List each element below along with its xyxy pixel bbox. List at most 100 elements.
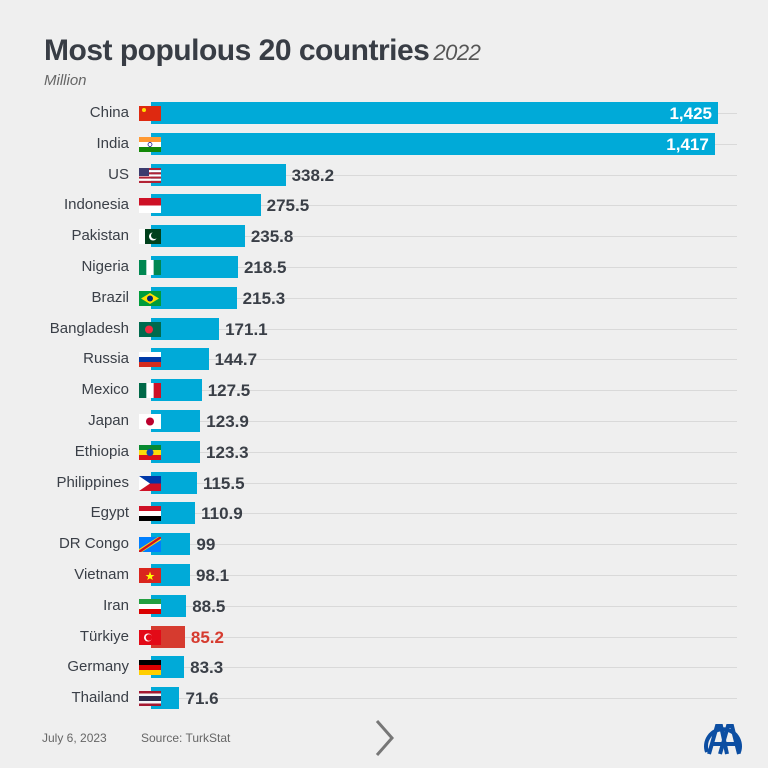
bar-india xyxy=(151,132,715,155)
value-label: 88.5 xyxy=(192,596,226,616)
category-label: Mexico xyxy=(81,381,129,399)
category-label: Türkiye xyxy=(79,627,129,645)
value-label: 98.1 xyxy=(196,566,230,585)
flag-philippines-icon xyxy=(139,475,161,491)
category-label: US xyxy=(108,165,129,183)
category-label: Nigeria xyxy=(81,258,129,275)
gridline xyxy=(151,698,737,700)
flag-egypt-icon xyxy=(139,506,161,522)
value-label: 1,425 xyxy=(669,104,712,123)
flag-dr-congo-icon xyxy=(139,537,161,553)
category-label: Bangladesh xyxy=(49,319,129,337)
gridline xyxy=(151,205,737,207)
category-label: Brazil xyxy=(91,288,129,306)
value-label: 1,417 xyxy=(666,134,709,154)
flag-iran-icon xyxy=(139,598,161,614)
gridline xyxy=(151,605,737,607)
flag-mexico-icon xyxy=(139,383,162,399)
gridline xyxy=(151,390,737,392)
value-label: 123.9 xyxy=(206,412,249,431)
title-year: 2022 xyxy=(433,40,481,65)
bar-bangladesh xyxy=(151,317,220,340)
category-label: China xyxy=(89,104,129,121)
value-label: 171.1 xyxy=(225,319,268,339)
category-label: Pakistan xyxy=(71,227,129,245)
bar-nigeria xyxy=(151,256,238,278)
category-label: India xyxy=(96,134,129,152)
bar-russia xyxy=(151,348,209,371)
category-label: Iran xyxy=(103,596,129,614)
category-label: DR Congo xyxy=(58,535,129,553)
flag-us-icon xyxy=(139,167,161,183)
flag-thailand-icon xyxy=(139,691,161,707)
bar-brazil xyxy=(151,286,237,309)
value-label: 110.9 xyxy=(201,504,243,524)
value-label: 338.2 xyxy=(291,165,335,185)
flag-bangladesh-icon xyxy=(139,321,161,337)
next-arrow-button[interactable] xyxy=(372,718,396,763)
chart-title: Most populous 20 countries 2022 xyxy=(44,34,481,68)
gridline xyxy=(151,451,737,453)
flag-vietnam-icon xyxy=(139,568,161,583)
bar-ethiopia xyxy=(151,440,201,463)
category-label: Thailand xyxy=(71,689,129,707)
value-label: 99 xyxy=(196,535,216,555)
flag-russia-icon xyxy=(139,352,161,368)
flag-t-rkiye-icon xyxy=(139,629,161,645)
category-label: Ethiopia xyxy=(74,442,129,460)
bar-pakistan xyxy=(151,225,245,248)
gridline xyxy=(151,328,737,330)
value-label: 144.7 xyxy=(214,350,258,370)
gridline xyxy=(151,297,737,299)
gridline xyxy=(151,174,737,176)
gridline xyxy=(151,636,737,638)
title-text: Most populous 20 countries xyxy=(44,34,430,67)
gridline xyxy=(151,421,737,422)
value-label: 127.5 xyxy=(207,381,251,401)
bar-japan xyxy=(151,410,201,432)
value-label: 235.8 xyxy=(250,227,294,247)
value-label: 85.2 xyxy=(190,627,224,647)
gridline xyxy=(151,575,737,576)
aa-logo xyxy=(703,714,743,761)
gridline xyxy=(151,544,737,546)
flag-indonesia-icon xyxy=(139,198,161,214)
chevron-right-icon xyxy=(375,720,395,756)
flag-brazil-icon xyxy=(139,290,161,306)
flag-china-icon xyxy=(139,106,161,121)
bar-philippines xyxy=(151,471,197,494)
value-label: 71.6 xyxy=(185,689,219,709)
category-label: Japan xyxy=(88,412,129,429)
category-label: Vietnam xyxy=(74,566,129,583)
gridline xyxy=(151,236,737,238)
gridline xyxy=(151,267,737,268)
bar-us xyxy=(151,163,286,186)
gridline xyxy=(151,667,737,669)
value-label: 275.5 xyxy=(266,196,310,216)
value-label: 215.3 xyxy=(242,288,286,308)
flag-ethiopia-icon xyxy=(139,444,161,460)
bar-egypt xyxy=(151,502,196,525)
footer-source: Source: TurkStat xyxy=(141,731,231,745)
category-label: Indonesia xyxy=(63,196,129,214)
flag-germany-icon xyxy=(139,660,161,676)
flag-pakistan-icon xyxy=(139,229,161,245)
gridline xyxy=(151,513,737,515)
flag-japan-icon xyxy=(139,414,161,429)
category-label: Russia xyxy=(83,350,129,368)
value-label: 83.3 xyxy=(190,658,224,678)
bar-china xyxy=(151,102,718,124)
flag-nigeria-icon xyxy=(139,260,162,275)
bar-indonesia xyxy=(151,194,261,217)
gridline xyxy=(151,359,737,361)
unit-label: Million xyxy=(44,72,87,89)
value-label: 218.5 xyxy=(243,258,287,277)
value-label: 115.5 xyxy=(202,473,245,493)
category-label: Philippines xyxy=(56,473,129,491)
flag-india-icon xyxy=(139,136,161,152)
gridline xyxy=(151,482,737,484)
value-label: 123.3 xyxy=(206,442,249,462)
footer-date: July 6, 2023 xyxy=(42,731,107,745)
category-label: Germany xyxy=(67,658,129,676)
